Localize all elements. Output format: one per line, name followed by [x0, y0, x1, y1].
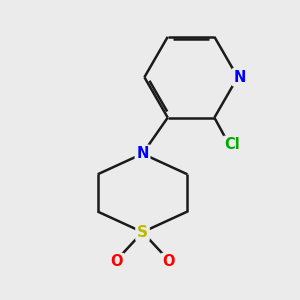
Text: N: N: [233, 70, 246, 85]
Text: Cl: Cl: [224, 137, 240, 152]
Text: O: O: [162, 254, 175, 269]
Text: S: S: [137, 225, 148, 240]
Text: N: N: [136, 146, 149, 161]
Text: O: O: [110, 254, 123, 269]
